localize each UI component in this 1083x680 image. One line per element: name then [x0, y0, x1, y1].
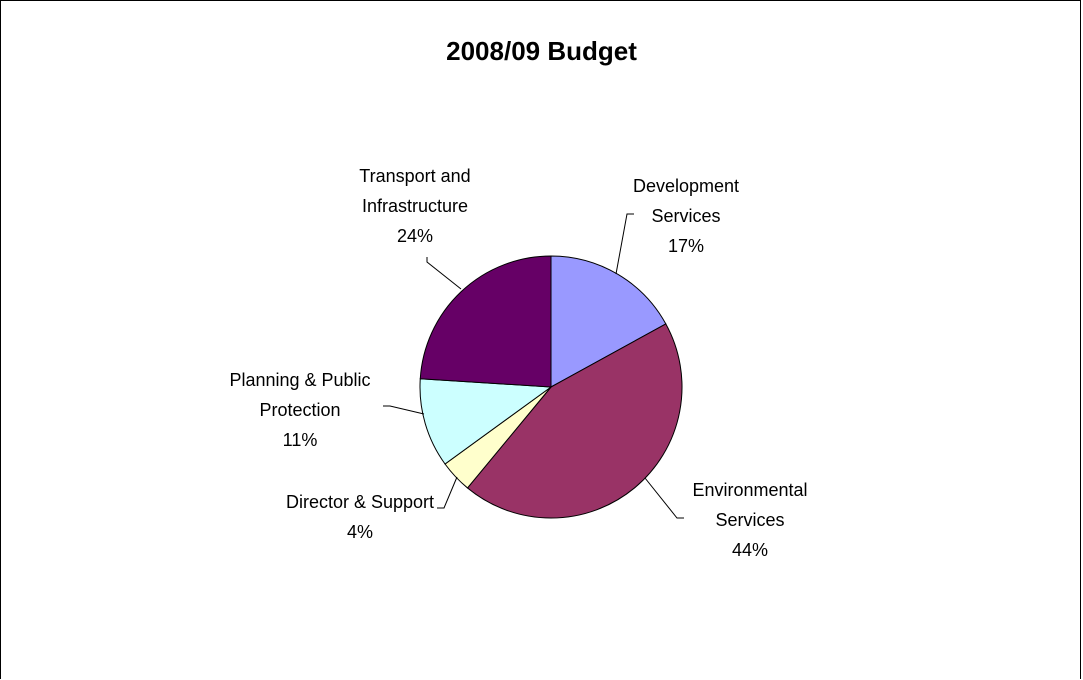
slice-percent-1: 44%	[732, 540, 768, 560]
slice-percent-0: 17%	[668, 236, 704, 256]
leader-line-4	[426, 257, 462, 290]
leader-line-3	[383, 405, 425, 415]
pie-slice-1	[466, 323, 683, 519]
slice-percent-3: 11%	[283, 430, 318, 450]
slice-label-0-line-1: Services	[651, 206, 720, 226]
leader-lines	[383, 213, 684, 519]
slice-label-1-line-0: Environmental	[692, 480, 807, 500]
slice-percent-4: 24%	[397, 226, 433, 246]
slice-label-3-line-1: Protection	[259, 400, 340, 420]
leader-line-1	[644, 477, 684, 519]
slice-label-3-line-0: Planning & Public	[229, 370, 370, 390]
pie-slice-4	[419, 255, 552, 388]
leader-line-2	[437, 476, 458, 509]
chart-title: 2008/09 Budget	[446, 36, 637, 66]
leader-line-0	[615, 213, 634, 275]
slice-label-4-line-1: Infrastructure	[362, 196, 468, 216]
slice-labels: Development Services 17% Environmental Servi…	[229, 166, 807, 560]
slice-label-0-line-0: Development	[633, 176, 739, 196]
slice-label-1-line-1: Services	[715, 510, 784, 530]
slice-percent-2: 4%	[347, 522, 373, 542]
pie-slice-0	[550, 255, 667, 388]
pie-slices	[419, 255, 683, 519]
slice-label-2-line-0: Director & Support	[286, 492, 434, 512]
pie-slice-3	[419, 378, 553, 465]
slice-label-4-line-0: Transport and	[359, 166, 470, 186]
